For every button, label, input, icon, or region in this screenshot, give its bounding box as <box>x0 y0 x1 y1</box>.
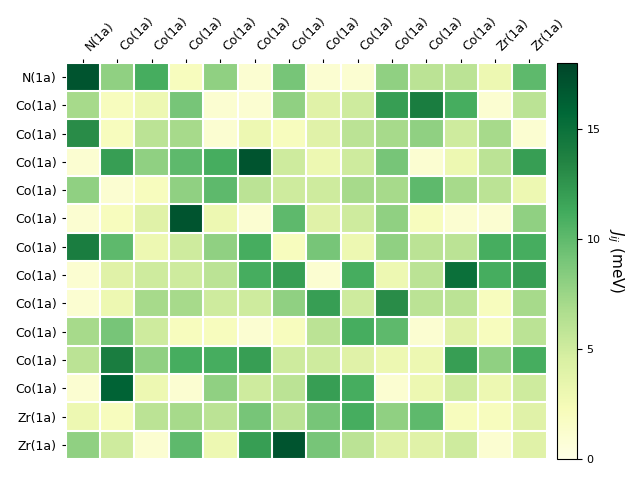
Y-axis label: $J_{ij}$ (meV): $J_{ij}$ (meV) <box>605 228 625 294</box>
